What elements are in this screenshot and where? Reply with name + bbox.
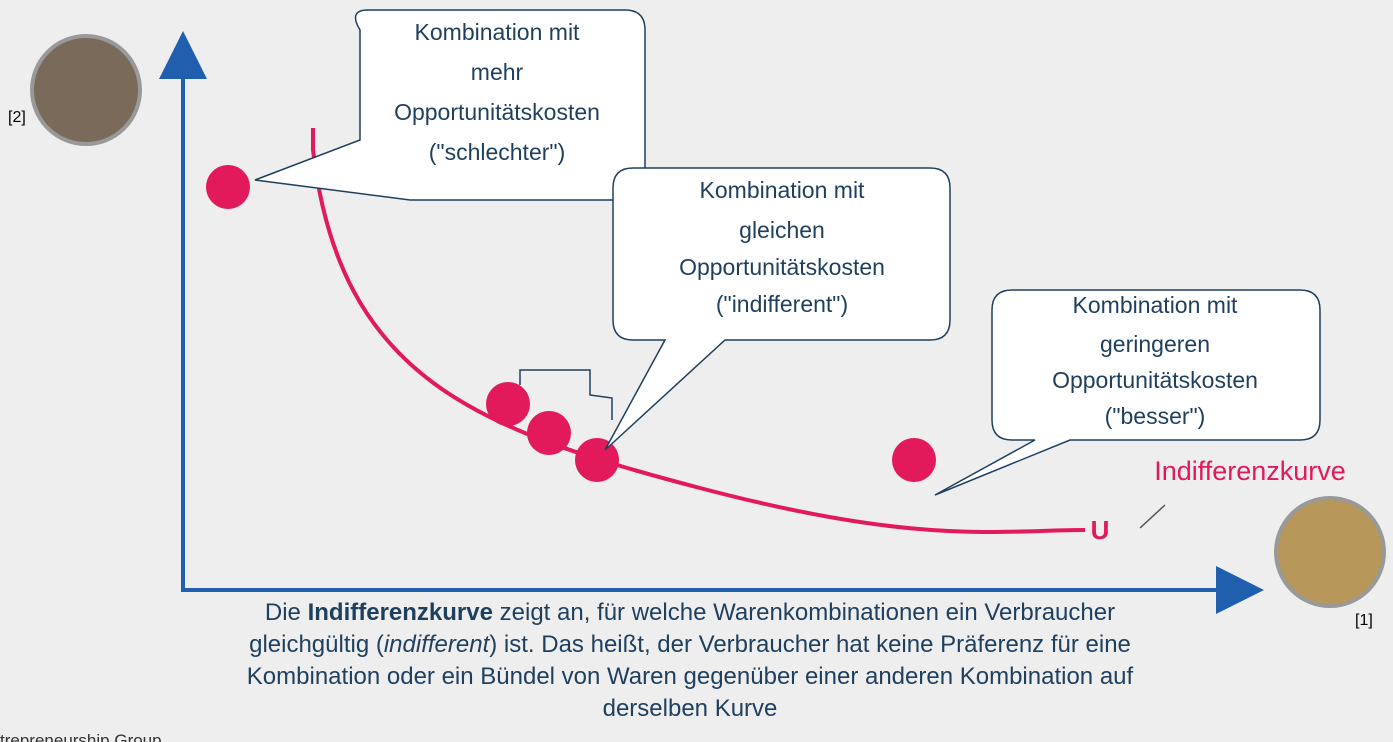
point xyxy=(527,411,571,455)
point xyxy=(486,382,530,426)
callout-text: Kombination mit xyxy=(415,19,581,45)
callout-text: Opportunitätskosten xyxy=(1052,367,1258,393)
points xyxy=(206,165,936,482)
callout-text: ("schlechter") xyxy=(429,139,565,165)
caption-line: Kombination oder ein Bündel von Waren ge… xyxy=(247,663,1134,690)
callout-shapes xyxy=(254,9,1321,496)
caption-segment: indifferent xyxy=(384,631,491,658)
caption-segment: Kombination oder ein Bündel von Waren ge… xyxy=(247,663,1134,690)
indifference-curve xyxy=(311,128,1086,535)
utility-label: U xyxy=(1091,515,1110,545)
callout-text: Kombination mit xyxy=(700,177,866,203)
curve-label: Indifferenzkurve xyxy=(1154,456,1346,486)
callout-texts: Kombination mit mehr Opportunitätskosten ("… xyxy=(394,19,1258,429)
caption: Die Indifferenzkurve zeigt an, für welch… xyxy=(247,599,1134,722)
caption-segment: ) ist. Das heißt, der Verbraucher hat ke… xyxy=(489,631,1131,658)
caption-segment: gleichgültig ( xyxy=(249,631,384,658)
callout-text: ("indifferent") xyxy=(716,291,848,317)
caption-segment: zeigt an, für welche Warenkombinationen … xyxy=(493,599,1115,626)
callout-text: mehr xyxy=(471,59,524,85)
image-ref: [2] xyxy=(8,109,26,126)
callout-text: geringeren xyxy=(1100,331,1210,357)
caption-line: gleichgültig (indifferent) ist. Das heiß… xyxy=(249,631,1131,658)
photo xyxy=(1274,496,1386,608)
callout-box xyxy=(934,289,1321,496)
callout-box xyxy=(604,167,951,451)
brace xyxy=(519,369,613,420)
callout-text: Opportunitätskosten xyxy=(679,254,885,280)
label-leader xyxy=(1139,504,1166,529)
point xyxy=(206,165,250,209)
callout-text: Opportunitätskosten xyxy=(394,99,600,125)
callout-text: gleichen xyxy=(739,217,825,243)
callout-text: ("besser") xyxy=(1105,403,1206,429)
footer: trepreneurship Group xyxy=(0,731,162,742)
caption-segment: derselben Kurve xyxy=(603,695,778,722)
caption-segment: Die xyxy=(265,599,308,626)
caption-line: derselben Kurve xyxy=(603,695,778,722)
photo xyxy=(30,34,142,146)
point xyxy=(892,438,936,482)
caption-segment: Indifferenzkurve xyxy=(308,599,493,626)
callout-text: Kombination mit xyxy=(1073,292,1239,318)
caption-line: Die Indifferenzkurve zeigt an, für welch… xyxy=(265,599,1115,626)
image-ref: [1] xyxy=(1355,612,1373,629)
point xyxy=(575,438,619,482)
